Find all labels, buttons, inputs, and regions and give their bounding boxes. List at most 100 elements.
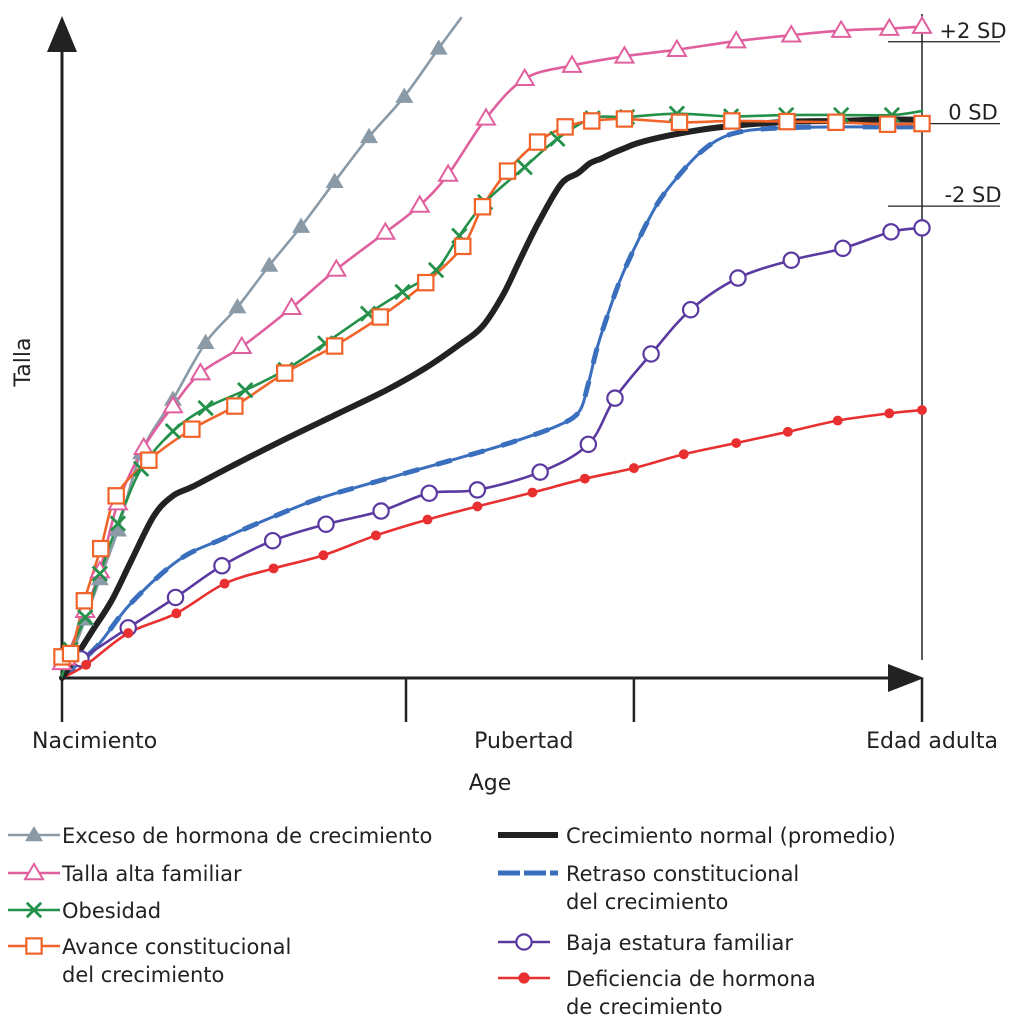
legend-label: de crecimiento (566, 995, 723, 1019)
data-point (579, 435, 598, 454)
data-point (395, 87, 414, 103)
series-line (60, 117, 924, 660)
data-point (374, 221, 397, 240)
series-line-dashes (60, 124, 922, 680)
data-point (61, 644, 80, 663)
data-point (263, 531, 282, 550)
data-point (473, 198, 492, 216)
data-point (317, 515, 335, 533)
data-point (613, 45, 636, 64)
data-point (666, 38, 688, 57)
data-point (236, 382, 254, 399)
data-point (422, 514, 433, 525)
data-point (782, 426, 793, 437)
legend-label: Deficiencia de hormona (566, 967, 816, 991)
data-point (527, 487, 538, 498)
data-point (25, 901, 43, 919)
data-point (834, 239, 852, 258)
data-point (628, 463, 639, 474)
data-point (723, 112, 741, 130)
data-point (437, 163, 459, 182)
legend-item-exceso: Exceso de hormona de crecimiento (8, 824, 432, 848)
data-point (681, 300, 700, 319)
data-point (394, 283, 411, 301)
data-point (370, 530, 381, 541)
data-point (878, 17, 901, 36)
data-point (725, 30, 747, 49)
data-point (827, 113, 845, 132)
data-point (913, 114, 931, 133)
data-point (528, 133, 547, 151)
legend-label: del crecimiento (566, 890, 728, 914)
data-point (778, 112, 796, 131)
sd-label: 0 SD (948, 101, 998, 125)
data-point (25, 826, 43, 842)
data-point (226, 397, 244, 415)
data-point (561, 54, 583, 73)
data-point (606, 389, 624, 407)
series-markers (51, 15, 933, 671)
data-point (197, 399, 214, 417)
x-tick-label-pubertad: Pubertad (474, 729, 573, 754)
legend-label: Retraso constitucional (566, 862, 799, 886)
data-point (77, 609, 94, 626)
data-point (516, 158, 533, 176)
data-point (513, 67, 536, 87)
data-point (518, 972, 530, 984)
data-point (429, 39, 448, 55)
data-point (108, 521, 127, 537)
data-point (325, 258, 348, 277)
legend-item-baja: Baja estatura familiar (498, 931, 793, 955)
data-point (325, 337, 344, 355)
data-point (878, 115, 897, 134)
data-point (830, 19, 852, 38)
data-point (884, 408, 895, 419)
x-tick-label: Nacimiento (32, 729, 157, 754)
data-point (731, 438, 742, 449)
legend-label: Obesidad (62, 899, 161, 923)
data-point (166, 588, 185, 607)
data-point (911, 15, 933, 34)
axis-labels: +2 SD 0 SD -2 SD Nacimiento Edad adulta Puber… (11, 19, 1007, 796)
data-point (219, 578, 230, 589)
data-point (913, 219, 931, 237)
data-point (583, 112, 601, 130)
data-point (372, 502, 390, 520)
legend-label: Crecimiento normal (promedio) (566, 824, 896, 848)
series-line (59, 116, 925, 681)
data-point (230, 335, 253, 354)
data-point (213, 557, 231, 575)
data-point (498, 162, 517, 180)
data-point (189, 362, 212, 381)
data-point (228, 298, 247, 314)
data-point (23, 862, 45, 881)
sd-label: +2 SD (939, 19, 1006, 43)
data-point (917, 405, 927, 416)
data-point (171, 608, 182, 619)
sd-label: -2 SD (944, 183, 1001, 207)
data-point (371, 308, 389, 326)
legend: Exceso de hormona de crecimiento Talla al… (8, 824, 896, 1019)
data-point (782, 251, 801, 269)
data-point (275, 364, 294, 382)
data-point (318, 550, 329, 561)
data-point (556, 118, 574, 136)
data-point (780, 24, 803, 43)
data-point (75, 592, 94, 610)
data-point (25, 937, 43, 955)
legend-label: del crecimiento (62, 963, 224, 987)
x-axis-label: Age (469, 771, 512, 796)
data-point (832, 415, 843, 426)
legend-item-retraso: Retraso constitucional del crecimiento (498, 862, 799, 914)
data-point (531, 463, 549, 481)
data-point (360, 127, 379, 144)
data-point (420, 484, 438, 502)
data-point (183, 420, 201, 438)
data-point (417, 273, 435, 292)
data-point (454, 237, 472, 256)
data-point (140, 451, 158, 469)
data-point (109, 515, 127, 532)
legend-item-obesidad: Obesidad (8, 899, 161, 923)
data-point (729, 269, 747, 287)
